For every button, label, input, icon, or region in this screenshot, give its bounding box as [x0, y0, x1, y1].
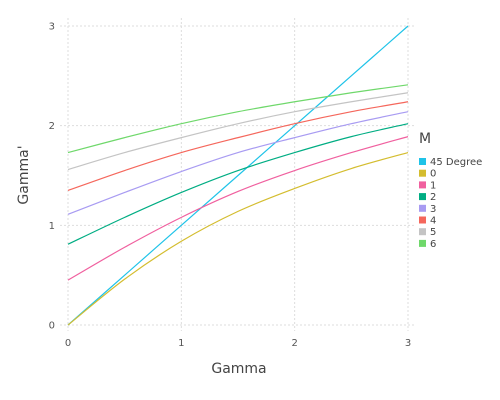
x-tick-label: 0: [65, 338, 71, 349]
series-line-5: [67, 92, 409, 171]
legend-label-45-degree: 45 Degree: [430, 157, 482, 168]
y-tick-label: 0: [49, 321, 55, 332]
legend-swatch-3: [419, 204, 426, 212]
series-line-1: [67, 136, 409, 281]
series-line-4: [67, 101, 409, 192]
series-lines: [67, 25, 409, 326]
legend-label-5: 5: [430, 227, 436, 238]
legend-swatch-0: [419, 169, 426, 177]
legend-swatch-5: [419, 228, 426, 236]
legend-label-4: 4: [430, 216, 436, 227]
y-axis-title: Gamma': [16, 145, 32, 204]
y-axis-ticks: 0 1 2 3: [49, 22, 55, 332]
x-tick-label: 1: [178, 338, 184, 349]
legend-label-3: 3: [430, 204, 436, 215]
legend-swatch-1: [419, 181, 426, 189]
x-tick-label: 2: [291, 338, 297, 349]
grid: [60, 18, 416, 331]
series-line-2: [67, 123, 409, 245]
y-tick-label: 1: [49, 221, 55, 232]
legend-title: M: [419, 131, 431, 147]
legend-swatch-2: [419, 193, 426, 201]
x-axis-title: Gamma: [211, 361, 266, 377]
series-line-3: [67, 111, 409, 215]
series-line-6: [67, 84, 409, 154]
legend-swatch-6: [419, 239, 426, 247]
series-line-0: [67, 152, 409, 326]
x-axis-ticks: 0 1 2 3: [65, 338, 411, 349]
legend-swatch-4: [419, 216, 426, 224]
legend-swatch-45-degree: [419, 158, 426, 165]
x-tick-label: 3: [405, 338, 411, 349]
series-line-45-degree: [67, 25, 409, 326]
legend-label-1: 1: [430, 180, 436, 191]
y-tick-label: 2: [49, 121, 55, 132]
y-tick-label: 3: [49, 22, 55, 33]
legend-label-0: 0: [430, 169, 436, 180]
legend-label-2: 2: [430, 192, 436, 203]
legend-label-6: 6: [430, 239, 436, 250]
